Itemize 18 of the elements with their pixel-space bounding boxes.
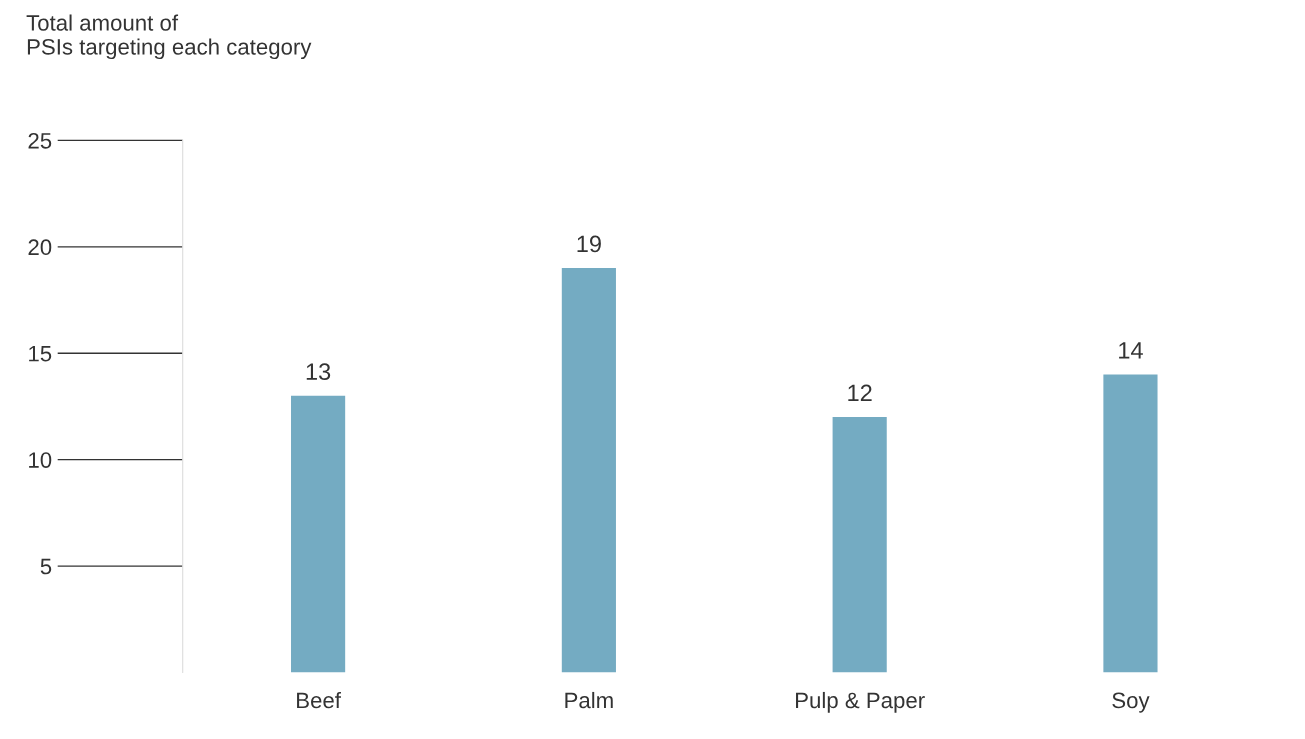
- x-tick-label: Palm: [565, 691, 613, 709]
- bar: [832, 417, 887, 673]
- y-tick-label: 25: [28, 132, 52, 149]
- bar: [561, 268, 616, 673]
- data-label: 12: [848, 384, 872, 402]
- x-tick-label: Beef: [297, 691, 341, 709]
- bar: [1103, 374, 1158, 673]
- y-tick-label: 5: [40, 558, 52, 575]
- y-tick-label: 10: [29, 452, 52, 468]
- data-label: 13: [306, 363, 331, 381]
- x-tick-label: Soy: [1112, 692, 1150, 713]
- data-label: 19: [577, 235, 601, 253]
- y-tick-label: 20: [28, 239, 52, 256]
- bar: [291, 395, 346, 673]
- y-tick-label: 15: [29, 346, 52, 362]
- y-axis-title: Total amount of PSIs targeting each category: [26, 14, 312, 60]
- data-label: 14: [1119, 342, 1143, 359]
- x-tick-label: Pulp & Paper: [796, 691, 925, 713]
